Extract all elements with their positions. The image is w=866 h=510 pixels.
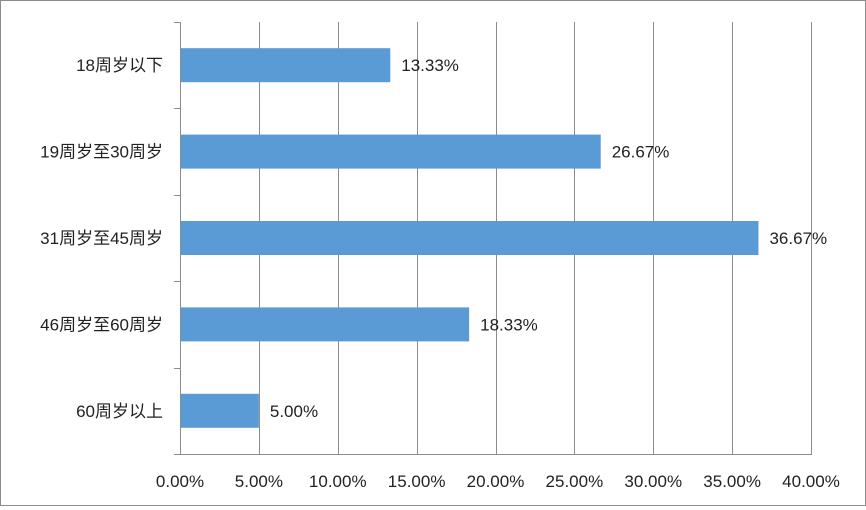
y-tick-label: 46周岁至60周岁 xyxy=(40,315,163,334)
x-tick-label: 0.00% xyxy=(156,472,204,491)
x-tick-label: 25.00% xyxy=(546,472,604,491)
data-label: 5.00% xyxy=(270,402,318,421)
x-tick-label: 10.00% xyxy=(309,472,367,491)
x-tick-label: 20.00% xyxy=(467,472,525,491)
y-tick-label: 60周岁以上 xyxy=(76,402,163,421)
x-tick-label: 30.00% xyxy=(624,472,682,491)
bar xyxy=(181,221,759,255)
bar xyxy=(181,48,391,83)
x-tick-label: 5.00% xyxy=(235,472,283,491)
x-tick-label: 35.00% xyxy=(703,472,761,491)
data-label: 18.33% xyxy=(480,315,538,334)
labels: 13.33% 26.67% 36.67% 18.33% 5.00% 18周岁以下 19周岁至… xyxy=(40,56,840,491)
y-tick-label: 18周岁以下 xyxy=(76,56,163,75)
bar xyxy=(181,393,259,428)
y-tick-label: 31周岁至45周岁 xyxy=(40,229,163,248)
data-label: 36.67% xyxy=(769,229,827,248)
axes xyxy=(174,22,812,455)
data-label: 26.67% xyxy=(612,143,670,162)
bar xyxy=(181,307,470,342)
bars xyxy=(181,48,759,428)
y-tick-label: 19周岁至30周岁 xyxy=(40,143,163,162)
bar xyxy=(181,134,601,169)
x-tick-label: 15.00% xyxy=(388,472,446,491)
data-label: 13.33% xyxy=(401,56,459,75)
x-tick-label: 40.00% xyxy=(782,472,840,491)
